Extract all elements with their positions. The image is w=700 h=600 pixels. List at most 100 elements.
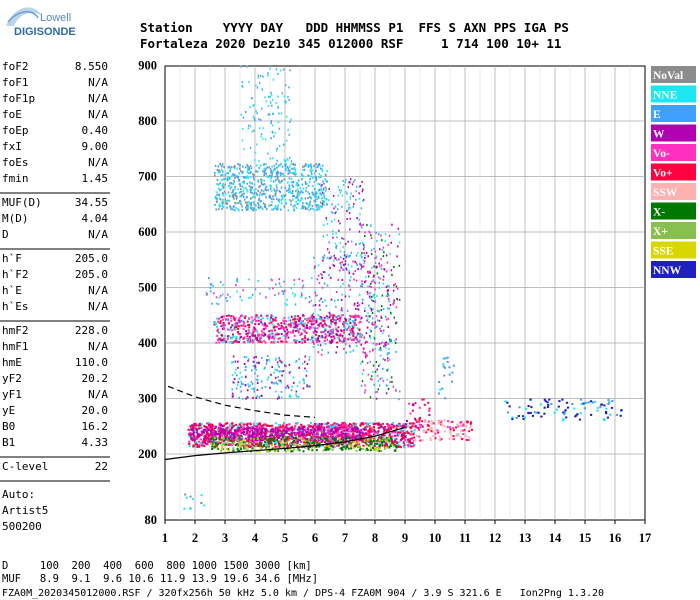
echo-point bbox=[246, 175, 249, 178]
echo-point bbox=[256, 422, 259, 425]
echo-point bbox=[600, 403, 604, 406]
echo-point bbox=[258, 396, 261, 399]
echo-point bbox=[372, 447, 374, 449]
echo-point bbox=[311, 449, 314, 452]
echo-point bbox=[200, 423, 203, 426]
echo-point bbox=[358, 185, 360, 188]
echo-point bbox=[256, 338, 259, 341]
echo-point bbox=[383, 425, 387, 428]
echo-point bbox=[334, 205, 337, 208]
echo-point bbox=[211, 423, 214, 426]
echo-point bbox=[296, 428, 299, 431]
echo-point bbox=[278, 443, 280, 445]
echo-point bbox=[284, 432, 287, 435]
echo-point bbox=[295, 173, 297, 175]
x-tick-label: 3 bbox=[222, 531, 228, 545]
echo-point bbox=[246, 65, 248, 68]
echo-point bbox=[232, 355, 235, 358]
echo-point bbox=[223, 166, 225, 168]
echo-point bbox=[290, 315, 293, 318]
echo-point bbox=[253, 183, 256, 186]
echo-point bbox=[361, 372, 364, 375]
echo-point bbox=[611, 400, 614, 402]
echo-point bbox=[300, 441, 303, 443]
echo-point bbox=[388, 429, 391, 432]
echo-point bbox=[333, 422, 336, 425]
echo-point bbox=[197, 444, 201, 446]
echo-point bbox=[239, 440, 242, 443]
echo-point bbox=[219, 321, 222, 324]
echo-point bbox=[246, 206, 248, 208]
echo-point bbox=[442, 365, 445, 368]
echo-point bbox=[234, 371, 236, 374]
echo-point bbox=[302, 187, 305, 190]
echo-point bbox=[313, 440, 316, 443]
echo-point bbox=[235, 175, 237, 178]
echo-point bbox=[293, 427, 296, 430]
echo-point bbox=[315, 339, 318, 342]
echo-point bbox=[230, 182, 233, 185]
echo-point bbox=[459, 429, 462, 432]
echo-point bbox=[330, 298, 333, 301]
echo-point bbox=[563, 411, 567, 414]
echo-point bbox=[202, 440, 205, 443]
echo-point bbox=[238, 377, 241, 380]
echo-point bbox=[240, 65, 242, 68]
echo-point bbox=[254, 328, 257, 331]
echo-point bbox=[391, 435, 394, 438]
echo-point bbox=[221, 428, 225, 431]
echo-point bbox=[326, 422, 330, 424]
echo-point bbox=[322, 188, 325, 191]
echo-point bbox=[370, 234, 372, 237]
echo-point bbox=[251, 207, 254, 210]
echo-point bbox=[370, 286, 373, 289]
echo-point bbox=[312, 322, 315, 325]
echo-point bbox=[354, 260, 356, 263]
echo-point bbox=[307, 433, 310, 436]
echo-point bbox=[547, 403, 550, 406]
echo-point bbox=[269, 184, 271, 187]
echo-point bbox=[310, 425, 313, 428]
echo-point bbox=[325, 304, 328, 307]
echo-point bbox=[302, 314, 304, 317]
echo-point bbox=[380, 436, 383, 439]
echo-point bbox=[312, 426, 315, 429]
echo-point bbox=[257, 202, 259, 205]
echo-point bbox=[223, 439, 226, 442]
echo-point bbox=[343, 429, 346, 432]
echo-point bbox=[373, 437, 376, 440]
echo-point bbox=[427, 420, 430, 423]
echo-point bbox=[374, 348, 376, 350]
echo-point bbox=[193, 424, 196, 427]
echo-point bbox=[288, 423, 291, 426]
echo-point bbox=[272, 171, 274, 173]
echo-point bbox=[311, 277, 313, 280]
echo-point bbox=[360, 384, 363, 387]
echo-point bbox=[260, 133, 263, 136]
echo-point bbox=[364, 391, 366, 394]
echo-point bbox=[221, 205, 224, 207]
echo-point bbox=[350, 276, 352, 279]
echo-point bbox=[341, 293, 343, 296]
param-label: h`E bbox=[2, 284, 22, 297]
footer-distance-row: D 100 200 400 600 800 1000 1500 3000 [km… bbox=[2, 560, 312, 572]
echo-point bbox=[312, 441, 314, 444]
echo-point bbox=[380, 349, 382, 352]
echo-point bbox=[331, 339, 334, 342]
echo-point bbox=[193, 439, 196, 442]
echo-point bbox=[226, 438, 229, 441]
echo-point bbox=[296, 203, 299, 206]
echo-point bbox=[251, 334, 254, 337]
echo-point bbox=[280, 162, 282, 165]
echo-point bbox=[390, 423, 393, 426]
echo-point bbox=[427, 424, 430, 427]
echo-point bbox=[248, 278, 250, 281]
echo-point bbox=[249, 435, 252, 437]
echo-point bbox=[508, 405, 511, 408]
echo-point bbox=[277, 207, 279, 210]
echo-point bbox=[287, 172, 289, 175]
echo-point bbox=[277, 204, 279, 207]
echo-point bbox=[236, 340, 239, 343]
echo-point bbox=[374, 262, 377, 264]
echo-point bbox=[372, 371, 374, 373]
